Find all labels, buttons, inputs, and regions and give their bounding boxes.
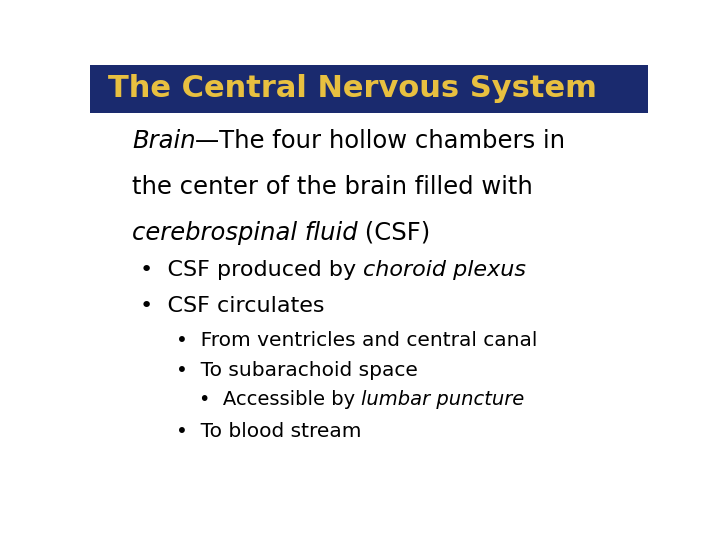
Bar xyxy=(90,65,648,113)
Text: •  From ventricles and central canal: • From ventricles and central canal xyxy=(176,331,538,350)
Text: cerebrospinal fluid: cerebrospinal fluid xyxy=(132,221,357,245)
Text: •  CSF circulates: • CSF circulates xyxy=(140,295,325,315)
Text: •  Accessible by: • Accessible by xyxy=(199,390,361,409)
Text: •  To blood stream: • To blood stream xyxy=(176,422,362,441)
Text: The Central Nervous System: The Central Nervous System xyxy=(109,74,598,103)
Text: (CSF): (CSF) xyxy=(357,221,431,245)
Text: choroid plexus: choroid plexus xyxy=(364,260,526,280)
Text: —The four hollow chambers in: —The four hollow chambers in xyxy=(195,129,565,153)
Text: the center of the brain filled with: the center of the brain filled with xyxy=(132,175,533,199)
Text: •  CSF produced by: • CSF produced by xyxy=(140,260,364,280)
Text: Brain: Brain xyxy=(132,129,195,153)
Text: •  To subarachoid space: • To subarachoid space xyxy=(176,361,418,380)
Text: lumbar puncture: lumbar puncture xyxy=(361,390,524,409)
